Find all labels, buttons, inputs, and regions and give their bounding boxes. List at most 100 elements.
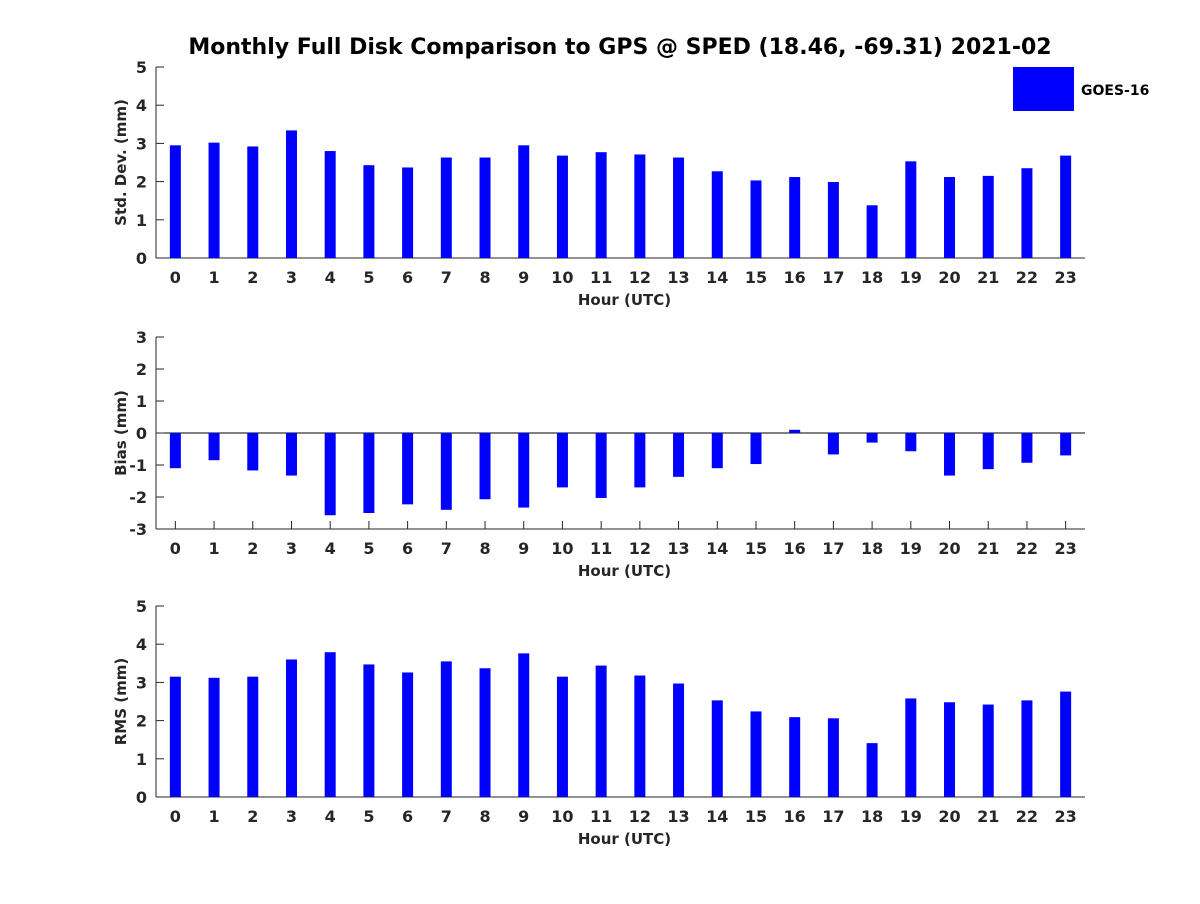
bias-bar bbox=[1060, 433, 1072, 456]
rms-bar bbox=[905, 698, 917, 797]
bias-x-tick-label: 18 bbox=[861, 539, 883, 558]
rms-bar bbox=[1060, 691, 1072, 797]
rms-x-tick-label: 4 bbox=[325, 807, 336, 826]
std-dev-bar bbox=[944, 177, 956, 258]
std-dev-y-axis-label: Std. Dev. (mm) bbox=[112, 99, 130, 226]
rms-x-tick-label: 6 bbox=[402, 807, 413, 826]
std-dev-bar bbox=[905, 161, 917, 258]
bias-bar bbox=[866, 433, 878, 443]
rms-x-tick-label: 14 bbox=[706, 807, 728, 826]
std-dev-bar bbox=[440, 157, 452, 258]
rms-x-tick-label: 0 bbox=[170, 807, 181, 826]
bias-y-tick-label: 1 bbox=[136, 392, 147, 411]
bias-y-tick-label: 3 bbox=[136, 328, 147, 347]
bias-x-tick-label: 0 bbox=[170, 539, 181, 558]
std-dev-bar bbox=[208, 142, 220, 258]
bias-bar bbox=[711, 433, 723, 469]
rms-x-tick-label: 2 bbox=[247, 807, 258, 826]
std-dev-x-tick-label: 3 bbox=[286, 268, 297, 287]
std-dev-bar bbox=[247, 146, 259, 258]
rms-bar bbox=[750, 711, 762, 797]
rms-bar bbox=[440, 661, 452, 797]
std-dev-y-tick-label: 0 bbox=[136, 249, 147, 268]
rms-x-tick-label: 16 bbox=[784, 807, 806, 826]
bias-bar bbox=[247, 433, 259, 471]
std-dev-bar bbox=[479, 157, 491, 258]
rms-bar bbox=[944, 702, 956, 797]
rms-x-tick-label: 19 bbox=[900, 807, 922, 826]
rms-x-axis-label: Hour (UTC) bbox=[578, 830, 671, 848]
bias-x-tick-label: 1 bbox=[208, 539, 219, 558]
rms-y-tick-label: 5 bbox=[136, 597, 147, 616]
bias-x-axis-label: Hour (UTC) bbox=[578, 562, 671, 580]
rms-bar bbox=[789, 717, 801, 797]
bias-x-tick-label: 22 bbox=[1016, 539, 1038, 558]
rms-x-tick-label: 21 bbox=[977, 807, 999, 826]
rms-bar bbox=[982, 704, 994, 797]
rms-bar bbox=[247, 676, 259, 797]
std-dev-bar bbox=[750, 180, 762, 258]
bias-bar bbox=[479, 433, 491, 500]
chart-title: Monthly Full Disk Comparison to GPS @ SP… bbox=[188, 35, 1051, 60]
bias-x-tick-label: 17 bbox=[822, 539, 844, 558]
rms-bar bbox=[208, 677, 220, 797]
bias-bar bbox=[673, 433, 685, 477]
std-dev-bar bbox=[1021, 168, 1033, 258]
rms-x-tick-label: 9 bbox=[518, 807, 529, 826]
bias-y-tick-label: -1 bbox=[129, 456, 147, 475]
rms-bar bbox=[634, 675, 646, 797]
std-dev-y-tick-label: 5 bbox=[136, 58, 147, 77]
bias-bar bbox=[402, 433, 414, 505]
std-dev-y-tick-label: 4 bbox=[136, 96, 147, 115]
bias-bar bbox=[208, 433, 220, 461]
std-dev-y-tick-label: 3 bbox=[136, 134, 147, 153]
std-dev-x-tick-label: 0 bbox=[170, 268, 181, 287]
bias-y-tick-label: 0 bbox=[136, 424, 147, 443]
rms-x-tick-label: 3 bbox=[286, 807, 297, 826]
std-dev-x-tick-label: 11 bbox=[590, 268, 612, 287]
bias-bar bbox=[634, 433, 646, 488]
std-dev-x-tick-label: 20 bbox=[938, 268, 960, 287]
rms-x-tick-label: 11 bbox=[590, 807, 612, 826]
rms-bar bbox=[595, 665, 607, 797]
bias-y-axis-label: Bias (mm) bbox=[112, 390, 130, 476]
std-dev-x-tick-label: 9 bbox=[518, 268, 529, 287]
bias-x-tick-label: 19 bbox=[900, 539, 922, 558]
bias-x-tick-label: 16 bbox=[784, 539, 806, 558]
rms-x-tick-label: 15 bbox=[745, 807, 767, 826]
bias-bar bbox=[285, 433, 297, 476]
rms-x-tick-label: 12 bbox=[629, 807, 651, 826]
bias-bar bbox=[789, 429, 801, 433]
std-dev-x-tick-label: 1 bbox=[208, 268, 219, 287]
legend-swatch bbox=[1013, 67, 1074, 111]
bias-x-tick-label: 20 bbox=[938, 539, 960, 558]
bias-bar bbox=[556, 433, 568, 488]
bias-bar bbox=[440, 433, 452, 510]
rms-y-tick-label: 1 bbox=[136, 750, 147, 769]
std-dev-bar bbox=[595, 152, 607, 258]
bias-y-tick-label: -3 bbox=[129, 520, 147, 539]
rms-x-tick-label: 23 bbox=[1055, 807, 1077, 826]
std-dev-x-tick-label: 4 bbox=[325, 268, 336, 287]
rms-bar bbox=[711, 700, 723, 797]
std-dev-bar bbox=[402, 167, 414, 258]
rms-y-tick-label: 0 bbox=[136, 788, 147, 807]
rms-bar bbox=[673, 683, 685, 797]
std-dev-x-tick-label: 19 bbox=[900, 268, 922, 287]
rms-bar bbox=[1021, 700, 1033, 797]
rms-bar bbox=[866, 743, 878, 797]
rms-x-tick-label: 18 bbox=[861, 807, 883, 826]
rms-x-tick-label: 20 bbox=[938, 807, 960, 826]
legend: GOES-16 bbox=[1013, 67, 1149, 111]
bias-bar bbox=[827, 433, 839, 455]
bias-x-tick-label: 5 bbox=[363, 539, 374, 558]
bias-x-tick-label: 6 bbox=[402, 539, 413, 558]
rms-x-tick-label: 17 bbox=[822, 807, 844, 826]
std-dev-y-tick-label: 2 bbox=[136, 173, 147, 192]
rms-x-tick-label: 1 bbox=[208, 807, 219, 826]
std-dev-bar bbox=[363, 165, 375, 258]
bias-bar bbox=[363, 433, 375, 513]
